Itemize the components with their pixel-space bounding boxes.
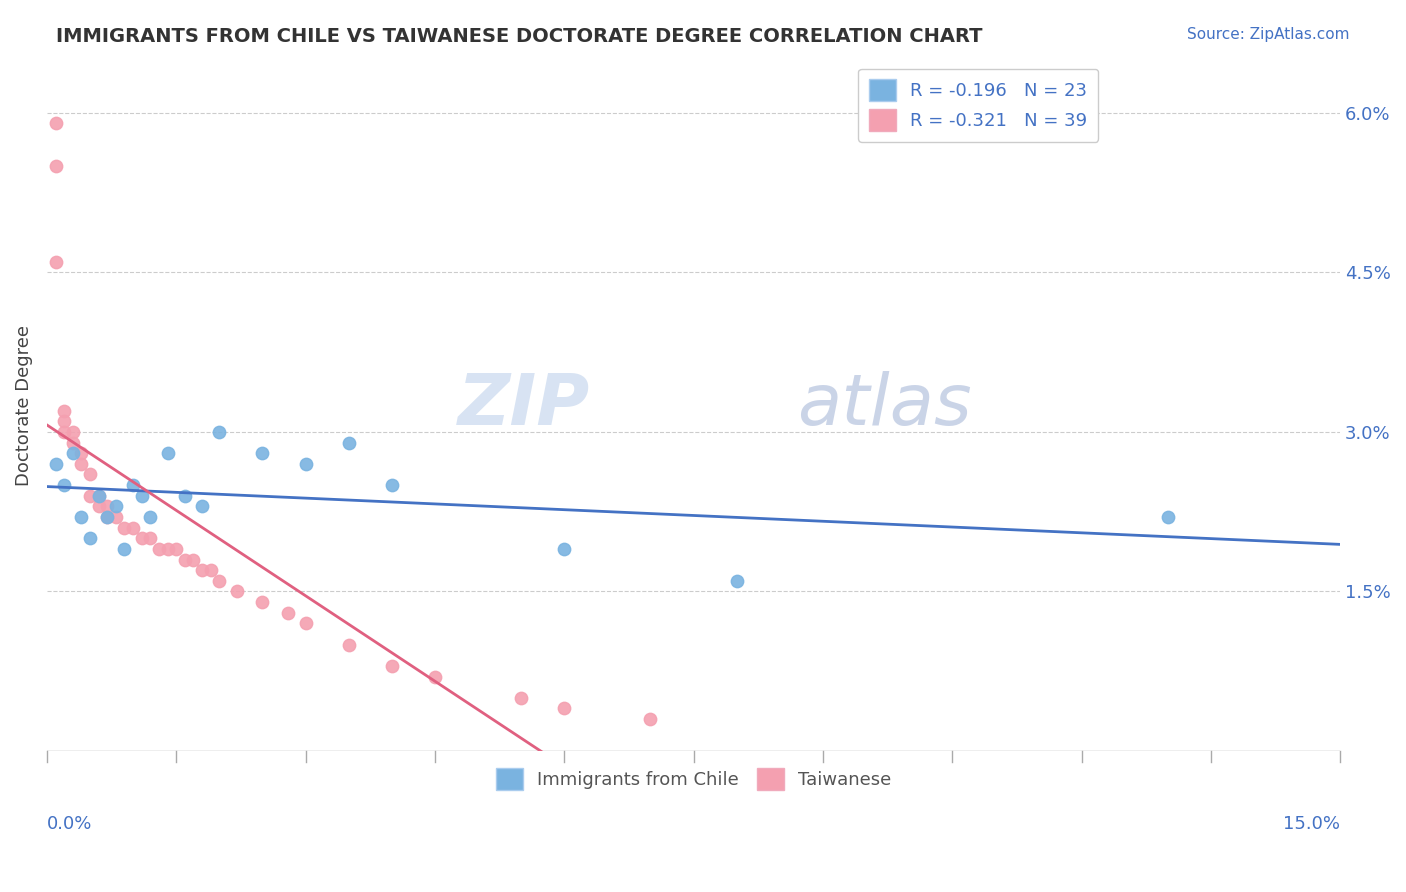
Point: [53, 403, 76, 417]
Point: [70, 446, 93, 460]
Point: [156, 446, 179, 460]
Legend: Immigrants from Chile, Taiwanese: Immigrants from Chile, Taiwanese: [488, 761, 898, 797]
Point: [381, 659, 404, 673]
Point: [423, 669, 446, 683]
Point: [131, 489, 153, 503]
Point: [44, 116, 66, 130]
Point: [79, 489, 101, 503]
Point: [1157, 510, 1180, 524]
Point: [87, 500, 110, 514]
Text: IMMIGRANTS FROM CHILE VS TAIWANESE DOCTORATE DEGREE CORRELATION CHART: IMMIGRANTS FROM CHILE VS TAIWANESE DOCTO…: [56, 27, 983, 45]
Point: [122, 521, 145, 535]
Point: [131, 531, 153, 545]
Point: [96, 510, 118, 524]
Point: [148, 541, 170, 556]
Point: [62, 446, 84, 460]
Point: [70, 510, 93, 524]
Point: [381, 478, 404, 492]
Point: [294, 616, 316, 631]
Point: [725, 574, 748, 588]
Point: [139, 510, 162, 524]
Text: ZIP: ZIP: [458, 371, 591, 440]
Point: [139, 531, 162, 545]
Point: [553, 541, 575, 556]
Point: [208, 425, 231, 439]
Point: [104, 510, 127, 524]
Point: [79, 531, 101, 545]
Text: 0.0%: 0.0%: [46, 814, 93, 833]
Point: [252, 446, 274, 460]
Point: [122, 478, 145, 492]
Point: [62, 425, 84, 439]
Point: [252, 595, 274, 609]
Text: 15.0%: 15.0%: [1284, 814, 1340, 833]
Point: [44, 254, 66, 268]
Point: [337, 638, 360, 652]
Point: [640, 712, 662, 726]
Point: [165, 541, 187, 556]
Point: [173, 552, 195, 566]
Point: [44, 457, 66, 471]
Point: [104, 500, 127, 514]
Point: [53, 425, 76, 439]
Text: atlas: atlas: [797, 371, 972, 440]
Point: [114, 541, 136, 556]
Point: [510, 690, 533, 705]
Point: [191, 500, 214, 514]
Point: [87, 489, 110, 503]
Point: [553, 701, 575, 715]
Point: [79, 467, 101, 482]
Point: [183, 552, 205, 566]
Y-axis label: Doctorate Degree: Doctorate Degree: [15, 325, 32, 486]
Point: [53, 414, 76, 428]
Point: [70, 457, 93, 471]
Point: [114, 521, 136, 535]
Point: [62, 435, 84, 450]
Point: [294, 457, 316, 471]
Point: [156, 541, 179, 556]
Point: [191, 563, 214, 577]
Point: [53, 478, 76, 492]
Point: [208, 574, 231, 588]
Point: [337, 435, 360, 450]
Point: [225, 584, 247, 599]
Point: [44, 159, 66, 173]
Point: [200, 563, 222, 577]
Point: [96, 510, 118, 524]
Point: [87, 489, 110, 503]
Point: [277, 606, 299, 620]
Text: Source: ZipAtlas.com: Source: ZipAtlas.com: [1187, 27, 1350, 42]
Point: [96, 500, 118, 514]
Point: [173, 489, 195, 503]
